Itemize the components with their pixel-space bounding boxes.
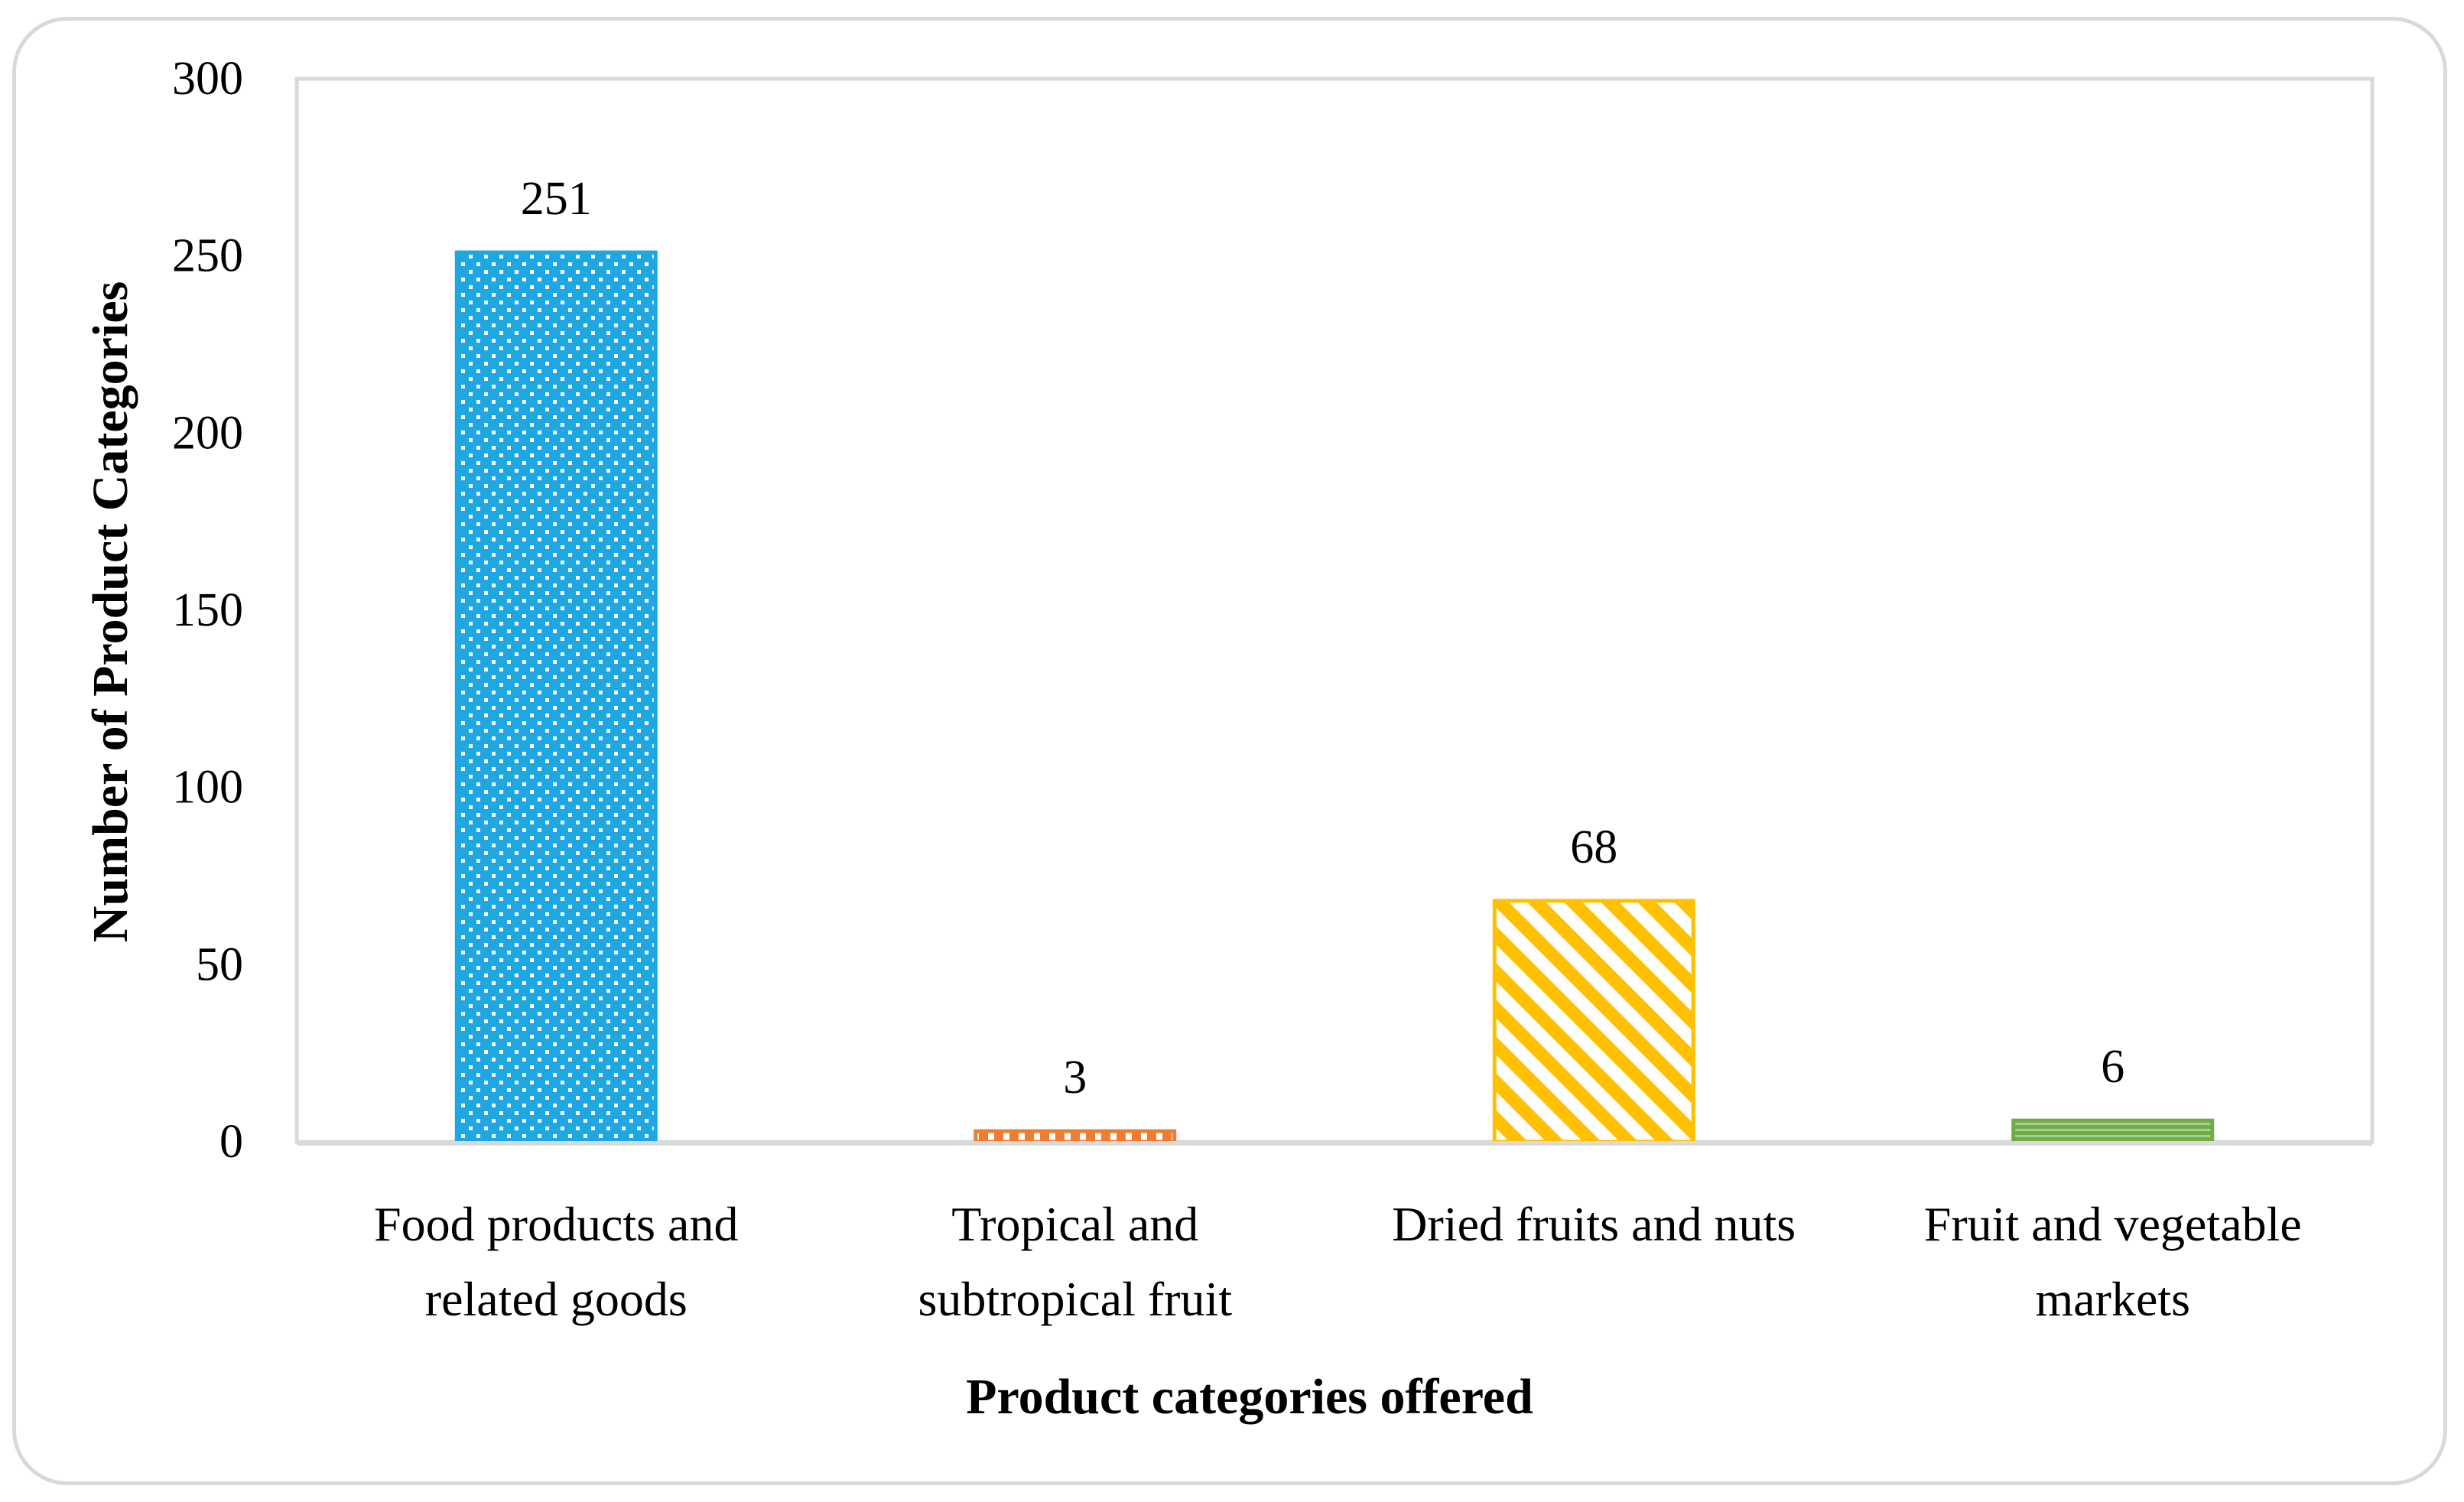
bar xyxy=(454,250,658,1144)
y-axis-title: Number of Product Categories xyxy=(83,281,138,943)
data-labels: 251 3 68 6 xyxy=(521,173,2125,1104)
bar xyxy=(2011,1118,2215,1144)
y-tick-label: 50 xyxy=(196,938,243,990)
y-tick-label: 100 xyxy=(172,762,243,814)
y-tick-label: 250 xyxy=(172,230,243,282)
x-tick-label: Fruit and vegetable xyxy=(1924,1197,2302,1251)
data-label: 6 xyxy=(2101,1041,2124,1093)
y-tick-label: 300 xyxy=(172,53,243,105)
x-tick-label: related goods xyxy=(425,1272,688,1326)
x-tick-label: subtropical fruit xyxy=(918,1272,1232,1326)
bar xyxy=(974,1129,1177,1144)
data-label: 68 xyxy=(1570,821,1617,873)
y-tick-label: 0 xyxy=(219,1116,243,1168)
y-tick-label: 200 xyxy=(172,407,243,459)
y-axis: 0 50 100 150 200 250 300 xyxy=(172,53,243,1168)
x-tick-label: Tropical and xyxy=(951,1197,1198,1251)
data-label: 3 xyxy=(1063,1052,1087,1104)
x-tick-label: Food products and xyxy=(374,1197,738,1251)
x-axis-title: Product categories offered xyxy=(966,1369,1533,1425)
data-label: 251 xyxy=(521,173,592,225)
bars xyxy=(454,250,2215,1144)
x-tick-label: markets xyxy=(2035,1272,2190,1326)
chart-frame xyxy=(12,17,2447,1485)
y-tick-label: 150 xyxy=(172,584,243,636)
x-axis: Food products and related goods Tropical a… xyxy=(374,1197,2302,1326)
bar xyxy=(1492,899,1695,1144)
x-tick-label: Dried fruits and nuts xyxy=(1392,1197,1796,1251)
